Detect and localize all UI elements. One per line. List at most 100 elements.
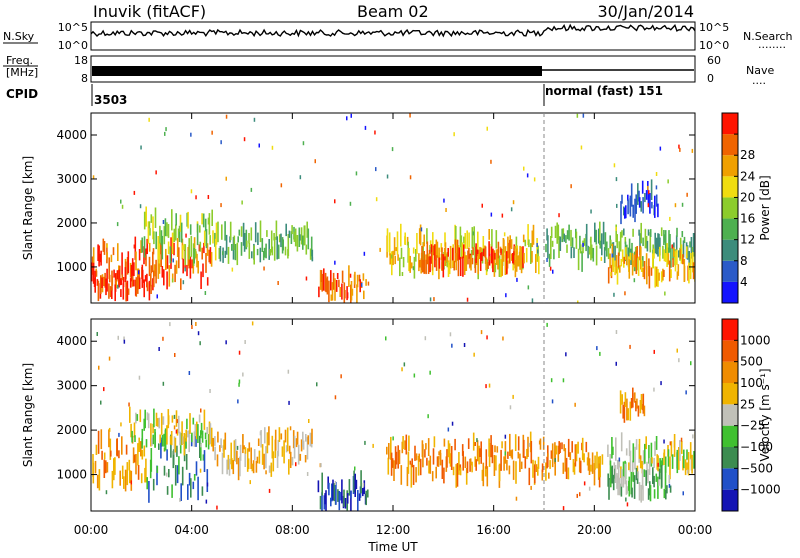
velocity-cell [634, 392, 636, 403]
velocity-cell [456, 463, 459, 487]
velocity-cell [617, 459, 620, 484]
power-cell [217, 221, 219, 243]
power-cell [169, 246, 172, 264]
power-cell [474, 246, 476, 269]
velocity-noise [242, 372, 244, 377]
velocity-cell [390, 436, 392, 460]
velocity-noise [680, 437, 683, 442]
power-cell [566, 244, 568, 253]
power-cell [436, 241, 439, 258]
velocity-cell [286, 427, 289, 452]
power-cell [621, 249, 624, 262]
power-colorbar-swatch [722, 260, 738, 282]
velocity-cell [394, 446, 397, 469]
velocity-cell [386, 446, 388, 455]
power-colorbar-swatch [722, 281, 738, 303]
power-colorbar-swatch [722, 113, 738, 135]
power-cell [135, 277, 138, 297]
velocity-cell [632, 472, 635, 482]
velocity-cell [528, 467, 531, 486]
x-axis-label: Time UT [367, 540, 418, 554]
velocity-cell [216, 454, 219, 467]
velocity-cell [209, 423, 212, 444]
velocity-noise [238, 382, 240, 387]
velocity-cell [532, 459, 534, 478]
velocity-cell [193, 474, 196, 481]
velocity-cell [292, 430, 295, 449]
power-cell [452, 247, 454, 261]
velocity-noise [120, 422, 122, 427]
velocity-noise [502, 336, 504, 341]
velocity-cell [200, 443, 202, 461]
power-noise [311, 257, 314, 262]
velocity-cell [593, 463, 596, 486]
power-cell [152, 278, 154, 291]
velocity-cell [594, 455, 596, 470]
power-cell [458, 247, 461, 260]
velocity-noise [451, 343, 453, 348]
power-cell [647, 229, 650, 236]
velocity-noise [486, 335, 488, 340]
velocity-noise [288, 400, 290, 405]
velocity-noise [550, 378, 553, 383]
power-cell [409, 255, 411, 273]
velocity-cell [495, 455, 497, 471]
power-cell [649, 229, 652, 237]
velocity-cell [297, 444, 300, 465]
velocity-cell [160, 437, 162, 459]
power-cell [412, 247, 415, 254]
power-cell [648, 266, 651, 289]
velocity-colorbar-swatch [722, 447, 738, 469]
power-cell [163, 269, 165, 286]
power-cell [176, 238, 179, 257]
freq-label-top: Freq. [6, 54, 33, 67]
velocity-noise [509, 405, 512, 410]
power-cell [131, 275, 134, 287]
power-cell [479, 246, 481, 254]
power-cell [338, 279, 340, 288]
power-cell [159, 225, 161, 244]
velocity-cell [480, 441, 482, 464]
velocity-cell [270, 462, 273, 477]
power-cell [629, 252, 632, 261]
power-cell [484, 246, 487, 264]
velocity-cell [123, 476, 125, 489]
velocity-cell [611, 437, 613, 459]
velocity-noise [173, 425, 176, 430]
velocity-cell [280, 433, 283, 440]
power-cell [148, 242, 151, 252]
velocity-cell [343, 489, 345, 507]
power-cell [470, 249, 473, 258]
velocity-cell [133, 454, 136, 463]
velocity-cell [114, 457, 116, 475]
velocity-cell [534, 464, 536, 484]
power-cell [150, 273, 152, 287]
power-cell [607, 248, 610, 260]
velocity-noise [653, 387, 655, 392]
power-cell [100, 275, 102, 294]
velocity-cell [103, 452, 106, 460]
velocity-cell [268, 426, 270, 446]
power-cell [150, 214, 153, 223]
velocity-cell [481, 469, 484, 481]
power-cell [640, 201, 642, 212]
velocity-cell [673, 434, 676, 457]
power-noise [412, 266, 415, 271]
power-cell [302, 235, 304, 250]
velocity-noise [488, 383, 491, 388]
velocity-cell [491, 444, 494, 464]
power-cell [219, 246, 222, 262]
velocity-cell [296, 431, 299, 445]
power-colorbar-label: 16 [740, 212, 755, 226]
nsky-left-tick-bottom: 10^0 [58, 39, 88, 52]
velocity-cell [98, 469, 101, 491]
velocity-cell [171, 415, 174, 423]
power-cell [602, 221, 605, 245]
velocity-cell [562, 462, 565, 474]
power-cell [175, 260, 178, 274]
velocity-noise [669, 441, 672, 446]
power-cell [160, 252, 162, 267]
power-cell [203, 230, 206, 247]
velocity-cell [443, 467, 445, 484]
velocity-cell [121, 465, 124, 479]
